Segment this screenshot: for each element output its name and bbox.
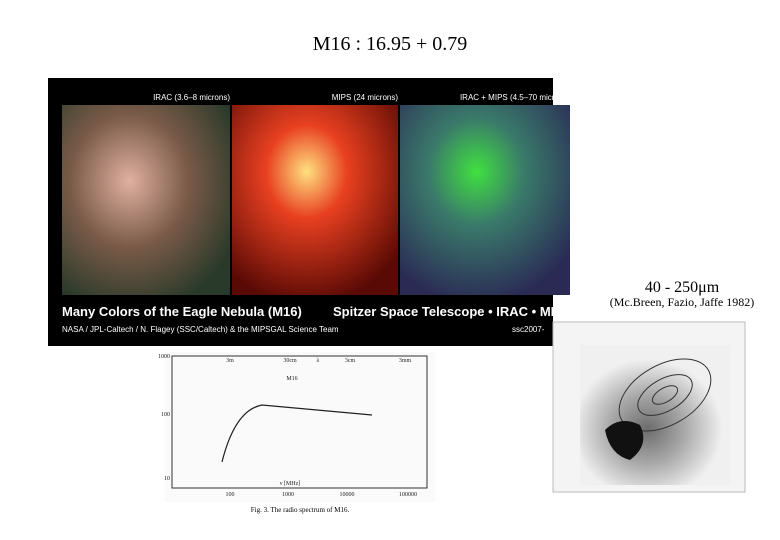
x-tick-label: 1000 [282, 492, 294, 498]
photo-mission: Spitzer Space Telescope • IRAC • MIPS [333, 304, 572, 319]
contour-map [552, 321, 746, 493]
slide-title: M16 : 16.95 + 0.79 [313, 33, 468, 55]
top-tick-label: λ [317, 358, 320, 364]
panel-label: IRAC + MIPS (4.5–70 microns) [460, 93, 570, 102]
photo-id: ssc2007- [512, 325, 545, 334]
y-tick-label: 1000 [158, 354, 170, 360]
panel-label: IRAC (3.6–8 microns) [153, 93, 230, 102]
x-tick-label: 10000 [340, 492, 355, 498]
photo-caption: Many Colors of the Eagle Nebula (M16) [62, 304, 302, 319]
top-tick-label: 3mm [399, 358, 412, 364]
spectrum-title: M16 [286, 376, 297, 382]
top-tick-label: 3m [226, 358, 234, 364]
y-tick-label: 10 [164, 476, 170, 482]
photo-credit: NASA / JPL-Caltech / N. Flagey (SSC/Calt… [62, 325, 339, 334]
panel-label: MIPS (24 microns) [332, 93, 399, 102]
reference: (Mc.Breen, Fazio, Jaffe 1982) [610, 295, 754, 309]
spectrum-caption: Fig. 3. The radio spectrum of M16. [251, 506, 350, 514]
top-tick-label: 30cm [283, 358, 297, 364]
x-axis-label: ν [MHz] [280, 481, 301, 487]
radio-spectrum: M16 ν [MHz] 100 1000 10000 100000 3m 30c… [158, 352, 435, 514]
x-tick-label: 100 [226, 492, 235, 498]
x-tick-label: 100000 [399, 492, 417, 498]
top-tick-label: 3cm [345, 358, 356, 364]
wavelength: 40 - 250μm [645, 279, 720, 296]
nebula-photo: IRAC (3.6–8 microns) MIPS (24 microns) I… [48, 78, 572, 346]
y-tick-label: 100 [161, 412, 170, 418]
